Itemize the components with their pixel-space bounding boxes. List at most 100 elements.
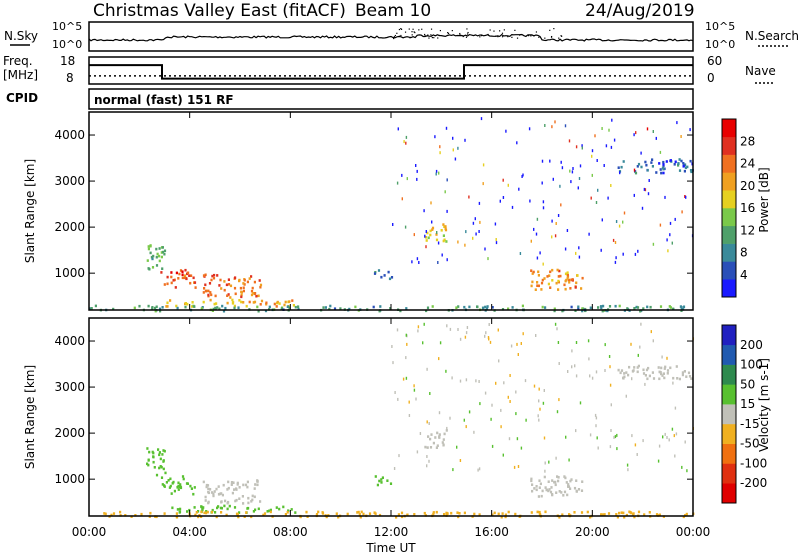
data-cell (645, 163, 648, 167)
data-cell (477, 468, 479, 472)
data-cell (473, 430, 475, 434)
data-cell (589, 433, 592, 437)
data-cell (575, 145, 578, 149)
data-cell (258, 279, 261, 282)
data-cell (557, 279, 560, 283)
data-cell (633, 366, 636, 369)
data-cell (535, 232, 538, 236)
data-cell (181, 273, 184, 276)
data-cell (184, 302, 187, 305)
data-cell (155, 473, 159, 477)
data-cell (260, 299, 264, 303)
data-cell (224, 306, 227, 310)
data-cell (396, 328, 399, 332)
data-cell (539, 407, 541, 411)
data-cell (644, 374, 647, 377)
data-cell (158, 254, 161, 258)
data-cell (648, 179, 650, 182)
data-cell (586, 510, 589, 514)
data-cell (444, 228, 448, 232)
data-cell (689, 169, 693, 172)
data-cell (672, 381, 674, 385)
data-cell (609, 445, 612, 449)
data-cell (188, 274, 191, 277)
data-cell (595, 424, 597, 428)
data-cell (662, 435, 664, 439)
noise-search-dot (413, 31, 415, 33)
data-cell (401, 173, 403, 177)
noise-search-dot (447, 32, 449, 34)
data-cell (552, 177, 554, 181)
data-cell (476, 305, 479, 309)
data-cell (530, 477, 533, 481)
data-cell (482, 306, 485, 310)
data-cell (158, 307, 162, 311)
data-cell (578, 177, 581, 180)
noise-left-tick-bottom: 10^0 (52, 38, 82, 51)
noise-search-dot (535, 31, 538, 33)
data-cell (391, 345, 393, 348)
data-cell (491, 513, 494, 517)
data-cell (473, 512, 476, 516)
power-panel-bg (89, 112, 693, 310)
data-cell (183, 276, 186, 280)
colorbar-swatch (722, 243, 736, 262)
data-cell (189, 484, 192, 488)
data-cell (399, 309, 402, 313)
data-cell (600, 513, 603, 516)
data-cell (151, 266, 155, 269)
noise-search-dot (495, 35, 497, 37)
data-cell (571, 278, 574, 281)
data-cell (649, 305, 652, 309)
data-cell (204, 495, 207, 499)
data-cell (445, 369, 447, 373)
data-cell (434, 135, 436, 139)
data-cell (217, 485, 220, 488)
data-cell (573, 511, 576, 514)
data-cell (418, 261, 420, 264)
data-cell (378, 513, 382, 517)
data-cell (618, 304, 621, 308)
data-cell (172, 480, 175, 484)
data-cell (424, 445, 427, 449)
data-cell (581, 307, 584, 310)
data-cell (551, 125, 553, 129)
data-cell (443, 432, 446, 436)
data-cell (381, 476, 384, 479)
data-cell (244, 483, 248, 487)
data-cell (147, 247, 150, 251)
data-cell (561, 309, 564, 313)
data-cell (635, 131, 637, 135)
data-cell (190, 274, 193, 277)
noise-search-dot (427, 34, 429, 36)
y-tick-label: 4000 (54, 334, 85, 348)
data-cell (405, 141, 407, 145)
data-cell (162, 459, 165, 462)
data-cell (216, 506, 219, 510)
data-cell (193, 305, 196, 308)
data-cell (537, 414, 539, 418)
data-cell (397, 397, 399, 401)
data-cell (432, 441, 435, 445)
data-cell (668, 305, 671, 308)
data-cell (177, 277, 180, 280)
data-cell (521, 304, 524, 308)
data-cell (325, 515, 328, 519)
data-cell (416, 177, 418, 181)
data-cell (211, 274, 214, 278)
data-cell (457, 240, 459, 244)
data-cell (675, 365, 678, 368)
data-cell (200, 307, 203, 310)
data-cell (556, 327, 558, 331)
data-cell (517, 353, 519, 356)
data-cell (571, 349, 573, 353)
colorbar-swatch (722, 136, 736, 155)
data-cell (544, 486, 547, 489)
data-cell (184, 305, 187, 309)
data-cell (538, 486, 541, 489)
data-cell (497, 512, 500, 516)
data-cell (251, 286, 254, 290)
data-cell (387, 270, 390, 274)
data-cell (557, 476, 560, 479)
data-cell (627, 468, 629, 472)
